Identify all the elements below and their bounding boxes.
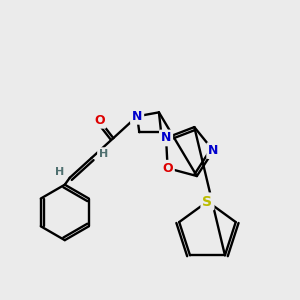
Text: N: N [161,131,171,145]
Text: N: N [208,144,219,157]
Text: O: O [94,114,105,127]
Text: N: N [132,110,142,123]
Text: O: O [162,162,173,175]
Text: H: H [99,149,108,159]
Text: S: S [202,194,212,208]
Text: H: H [55,167,64,177]
